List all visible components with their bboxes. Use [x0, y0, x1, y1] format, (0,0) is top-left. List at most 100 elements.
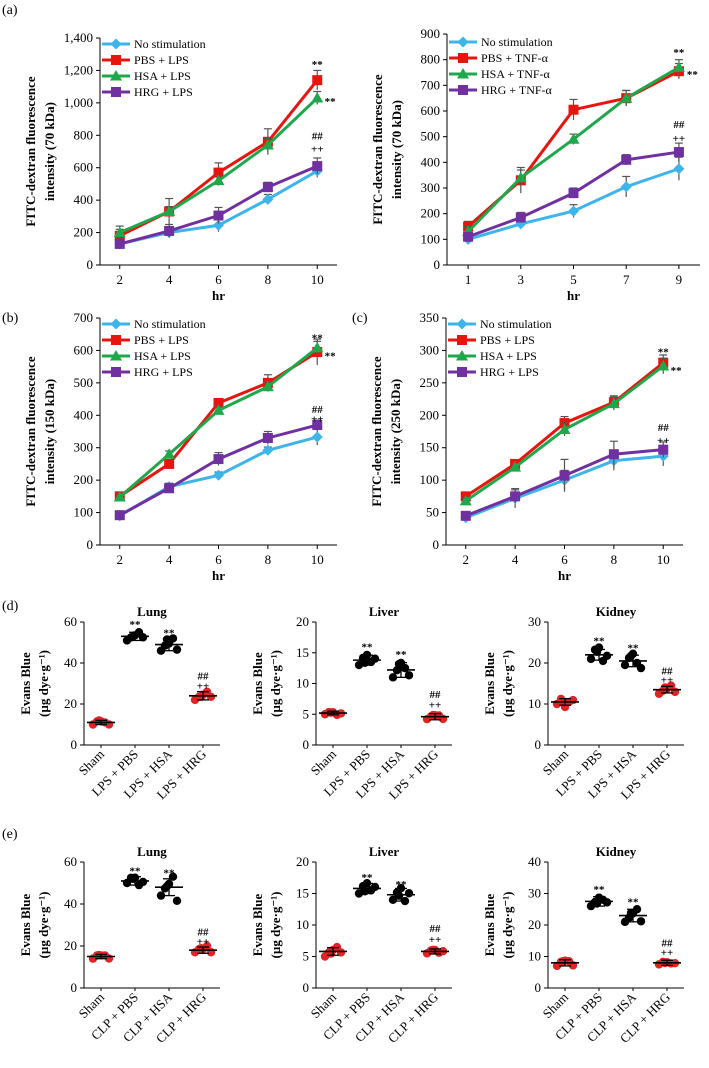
- legend-marker: [457, 36, 469, 48]
- group-1: [353, 650, 381, 670]
- group-2: [387, 658, 415, 682]
- x-tick-label: 8: [611, 552, 618, 567]
- line-chart-a1: 0 200 400 600 800 1,000 1,200 1,400 2 4 6 8 10 hr FITC…: [23, 30, 337, 303]
- y-axis-label: Evans Blue: [250, 652, 265, 715]
- y-tick-label: 1,400: [64, 30, 93, 45]
- legend-marker: [456, 350, 468, 361]
- y-axis-label: Evans Blue: [18, 894, 33, 957]
- group-0: [87, 950, 115, 963]
- x-tick-label: 4: [166, 272, 173, 287]
- x-tick-label: 7: [623, 272, 630, 287]
- y-tick-label: 250: [420, 375, 440, 390]
- y-axis-label: intensity (70 kDa): [389, 100, 404, 199]
- x-tick-label: 10: [657, 552, 670, 567]
- y-tick-label: 700: [421, 77, 441, 92]
- panel-label-b: (b): [2, 311, 19, 326]
- significance-label: **: [164, 868, 176, 880]
- y-tick-label: 20: [64, 938, 77, 953]
- line-chart-a2: 0 100 200 300 400 500 600 700 800 900 1 3 5 7 9 hr FITC-…: [370, 26, 700, 303]
- y-tick-label: 10: [528, 949, 541, 964]
- legend-marker: [111, 367, 121, 377]
- data-point: [114, 238, 125, 249]
- group-3: [189, 941, 217, 957]
- data-point: [620, 92, 633, 103]
- x-tick-label: 6: [561, 552, 568, 567]
- chart-title: Liver: [369, 604, 400, 619]
- significance-label: **: [658, 347, 670, 359]
- y-tick-label: 15: [296, 645, 309, 660]
- data-point: [311, 431, 323, 443]
- y-tick-label: 20: [64, 696, 77, 711]
- data-point: [213, 167, 224, 178]
- y-tick-label: 800: [421, 52, 441, 67]
- chart-title: Liver: [369, 844, 400, 859]
- y-tick-label: 15: [296, 886, 309, 901]
- significance-label: ++: [311, 414, 324, 426]
- x-tick-label: 4: [166, 552, 173, 567]
- data-point: [607, 397, 620, 409]
- data-point: [428, 710, 438, 720]
- significance-label: ##: [430, 923, 442, 935]
- significance-label: **: [362, 642, 374, 654]
- group-3: [421, 710, 449, 724]
- y-tick-label: 150: [420, 440, 440, 455]
- data-point: [213, 469, 224, 481]
- y-axis-label: Evans Blue: [18, 652, 33, 715]
- legend-entry: No stimulation: [481, 35, 553, 49]
- data-point: [658, 444, 669, 455]
- x-tick-label: 4: [512, 552, 519, 567]
- panel-label-e: (e): [2, 827, 18, 842]
- chart-title: Kidney: [596, 604, 637, 619]
- y-tick-label: 800: [74, 127, 94, 142]
- data-point: [138, 633, 148, 642]
- data-point: [172, 645, 182, 654]
- legend-entry: HRG + TNF-α: [481, 83, 553, 97]
- data-point: [602, 651, 612, 660]
- group-0: [319, 942, 347, 961]
- significance-label: ++: [197, 936, 210, 948]
- data-point: [672, 61, 685, 72]
- y-tick-label: 300: [74, 440, 94, 455]
- group-2: [155, 634, 183, 655]
- y-tick-label: 0: [535, 737, 542, 752]
- data-point: [636, 663, 646, 673]
- significance-label: ++: [429, 699, 442, 711]
- data-point: [163, 448, 176, 459]
- y-tick-label: 350: [420, 310, 440, 325]
- y-axis-label: (µg dye·g⁻¹): [500, 650, 515, 717]
- x-tick-label: 5: [570, 272, 577, 287]
- data-point: [567, 133, 580, 144]
- y-tick-label: 200: [421, 206, 441, 221]
- data-point: [113, 491, 126, 502]
- significance-label: ##: [312, 404, 324, 416]
- y-tick-label: 700: [74, 310, 94, 325]
- y-tick-label: 0: [303, 980, 310, 995]
- group-1: [585, 643, 613, 666]
- data-point: [312, 161, 323, 172]
- x-tick-label: 9: [676, 272, 683, 287]
- data-point: [568, 695, 578, 705]
- y-tick-label: 100: [421, 231, 441, 246]
- data-point: [459, 494, 472, 506]
- y-axis-label: Evans Blue: [482, 652, 497, 715]
- significance-label: ++: [429, 934, 442, 946]
- y-axis-label: (µg dye·g⁻¹): [36, 650, 51, 717]
- data-point: [559, 470, 570, 481]
- legend-marker: [111, 87, 121, 97]
- chart-title: Lung: [137, 604, 167, 619]
- data-point: [164, 483, 175, 494]
- data-point: [608, 449, 619, 460]
- data-point: [558, 956, 568, 966]
- data-point: [394, 659, 404, 669]
- legend-entry: PBS + LPS: [480, 333, 535, 347]
- data-point: [428, 945, 438, 955]
- group-0: [87, 716, 115, 729]
- data-point: [261, 380, 274, 392]
- data-point: [162, 882, 172, 891]
- y-tick-label: 400: [74, 192, 94, 207]
- data-point: [657, 359, 670, 371]
